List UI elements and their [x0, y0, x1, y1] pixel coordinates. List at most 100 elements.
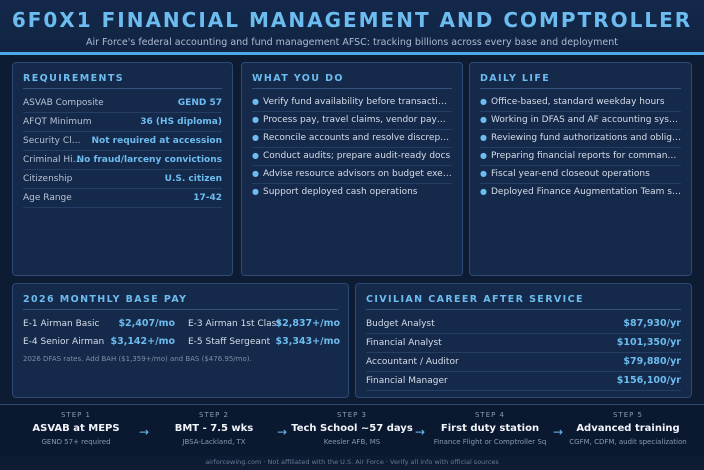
step-name: First duty station [440, 423, 540, 434]
bullet-icon: ● [252, 187, 259, 196]
career-salary: $87,930/yr [623, 318, 681, 329]
step-2: STEP 2 BMT - 7.5 wks JBSA-Lackland, TX [149, 411, 279, 446]
divider [23, 88, 222, 89]
career-salary: $101,350/yr [616, 337, 681, 348]
requirement-label: Age Range [23, 193, 72, 203]
career-salary: $79,880/yr [623, 356, 681, 367]
requirement-value: No fraud/larceny convictions [76, 155, 222, 165]
step-label: STEP 4 [474, 411, 506, 419]
bullet-icon: ● [480, 115, 487, 124]
requirement-label: AFQT Minimum [23, 117, 92, 127]
page-subtitle: Air Force's federal accounting and fund … [85, 37, 618, 48]
pay-grade: E-4 Senior Airman [23, 337, 105, 347]
requirement-value: U.S. citizen [164, 174, 222, 184]
bullet-icon: ● [252, 115, 259, 124]
step-4: STEP 4 First duty station Finance Flight… [425, 411, 555, 446]
list-item: ● Conduct audits; prepare audit-ready doc… [252, 148, 452, 166]
list-item: ● Preparing financial reports for command… [480, 148, 681, 166]
list-item: ● Working in DFAS and AF accounting syste… [480, 112, 681, 130]
bullet-icon: ● [480, 133, 487, 142]
pay-note: 2026 DFAS rates. Add BAH ($1,359+/mo) an… [23, 355, 252, 363]
step-name: Tech School ~57 days [291, 423, 413, 434]
step-5: STEP 5 Advanced training CGFM, CDFM, aud… [563, 411, 693, 446]
pay-amount: $2,407/mo [118, 318, 175, 329]
step-description: CGFM, CDFM, audit specialization [569, 438, 687, 446]
list-item-text: Process pay, travel claims, vendor payme… [263, 115, 452, 125]
list-item-text: Conduct audits; prepare audit-ready docs [263, 151, 451, 161]
list-item-text: Reconcile accounts and resolve discrepan… [263, 133, 452, 143]
pay-amount: $3,343+/mo [275, 336, 340, 347]
requirement-label: Security Clearance [23, 136, 85, 146]
step-label: STEP 1 [60, 411, 92, 419]
step-name: ASVAB at MEPS [32, 423, 120, 434]
pay-grade: E-1 Airman Basic [23, 319, 100, 329]
step-label: STEP 2 [198, 411, 230, 419]
requirement-value: 36 (HS diploma) [140, 117, 222, 127]
requirements-title: REQUIREMENTS [23, 73, 124, 84]
requirement-row: Criminal HistoryNo fraud/larceny convict… [23, 152, 222, 170]
step-label: STEP 5 [612, 411, 644, 419]
requirement-row: ASVAB Composite GEND 57 [23, 95, 222, 113]
daily-life-title: DAILY LIFE [480, 73, 551, 84]
what-you-do-panel: WHAT YOU DO ● Verify fund availability be… [241, 62, 463, 276]
base-pay-title: 2026 MONTHLY BASE PAY [23, 294, 188, 305]
career-row: Budget Analyst $87,930/yr [366, 315, 681, 334]
arrow-right-icon: → [415, 425, 426, 439]
list-item-text: Deployed Finance Augmentation Team suppo… [491, 187, 681, 197]
footer-disclaimer: airforcewing.com · Not affiliated with t… [205, 458, 499, 466]
daily-life-panel: DAILY LIFE ● Office-based, standard weekd… [469, 62, 692, 276]
bullet-icon: ● [480, 151, 487, 160]
divider [252, 88, 452, 89]
career-salary: $156,100/yr [616, 375, 681, 386]
pay-row: E-3 Airman 1st Class $2,837+/mo [188, 317, 340, 333]
pay-amount: $2,837+/mo [275, 318, 340, 329]
pay-row: E-5 Staff Sergeant $3,343+/mo [188, 335, 340, 351]
arrow-right-icon: → [277, 425, 288, 439]
what-you-do-title: WHAT YOU DO [252, 73, 344, 84]
arrow-right-icon: → [553, 425, 564, 439]
career-row: Accountant / Auditor $79,880/yr [366, 353, 681, 372]
requirement-label: Citizenship [23, 174, 73, 184]
step-label: STEP 3 [336, 411, 368, 419]
step-description: GEND 57+ required [41, 438, 111, 446]
list-item: ● Reconcile accounts and resolve discrepa… [252, 130, 452, 148]
page-title: 6F0X1 FINANCIAL MANAGEMENT AND COMPTROLL… [11, 8, 693, 32]
requirement-value: GEND 57 [177, 98, 222, 108]
career-row: Financial Manager $156,100/yr [366, 372, 681, 391]
step-description: Finance Flight or Comptroller Sq [433, 438, 547, 446]
requirement-row: AFQT Minimum 36 (HS diploma) [23, 114, 222, 132]
bullet-icon: ● [480, 97, 487, 106]
divider [366, 309, 681, 310]
step-name: BMT - 7.5 wks [174, 423, 254, 434]
bullet-icon: ● [252, 151, 259, 160]
list-item-text: Preparing financial reports for commande… [491, 151, 681, 161]
step-name: Advanced training [576, 423, 680, 434]
civilian-career-title: CIVILIAN CAREER AFTER SERVICE [366, 294, 584, 305]
list-item-text: Working in DFAS and AF accounting system… [491, 115, 681, 125]
requirement-value: 17-42 [193, 193, 222, 203]
list-item: ● Reviewing fund authorizations and oblig… [480, 130, 681, 148]
requirement-label: ASVAB Composite [23, 98, 104, 108]
list-item-text: Support deployed cash operations [263, 187, 418, 197]
bullet-icon: ● [252, 169, 259, 178]
pay-amount: $3,142+/mo [110, 336, 175, 347]
divider [480, 88, 681, 89]
career-row: Financial Analyst $101,350/yr [366, 334, 681, 353]
step-1: STEP 1 ASVAB at MEPS GEND 57+ required [11, 411, 141, 446]
career-title: Financial Manager [366, 376, 448, 386]
list-item: ● Fiscal year-end closeout operations [480, 166, 681, 184]
arrow-right-icon: → [139, 425, 150, 439]
step-3: STEP 3 Tech School ~57 days Keesler AFB,… [287, 411, 417, 446]
list-item-text: Office-based, standard weekday hours [491, 97, 665, 107]
base-pay-panel: 2026 MONTHLY BASE PAY E-1 Airman Basic $2… [12, 283, 349, 398]
bullet-icon: ● [252, 133, 259, 142]
step-description: JBSA-Lackland, TX [182, 438, 246, 446]
requirement-row: Age Range 17-42 [23, 190, 222, 208]
career-title: Financial Analyst [366, 338, 442, 348]
list-item: ● Deployed Finance Augmentation Team supp… [480, 184, 681, 202]
requirement-row: Security Clearance Not required at access… [23, 133, 222, 151]
divider [23, 309, 338, 310]
requirement-row: Citizenship U.S. citizen [23, 171, 222, 189]
requirement-value: Not required at accession [91, 136, 223, 146]
civilian-career-panel: CIVILIAN CAREER AFTER SERVICE Budget Ana… [355, 283, 692, 398]
